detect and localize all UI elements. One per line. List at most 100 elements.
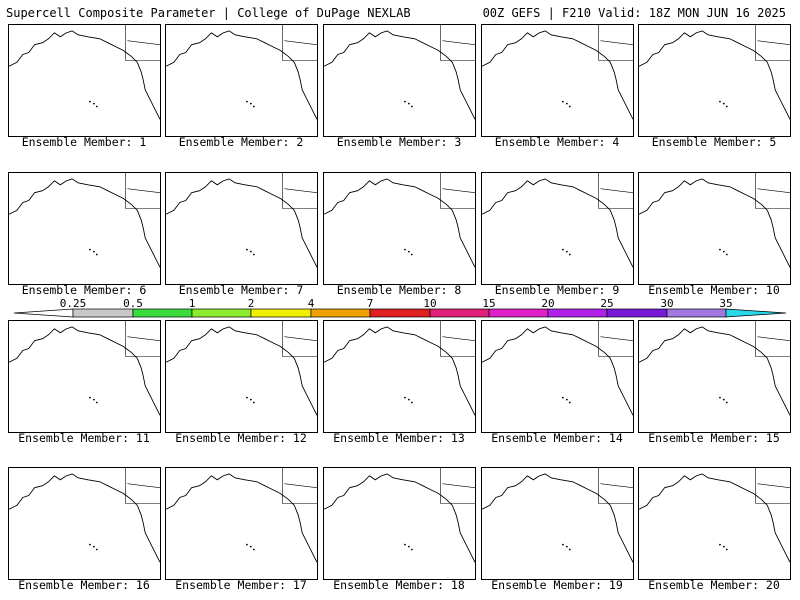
boundary-line bbox=[282, 173, 317, 209]
color-scale-tick-label: 10 bbox=[423, 297, 437, 310]
island bbox=[252, 253, 255, 256]
color-scale-tick-label: 7 bbox=[366, 297, 374, 310]
boundary-line bbox=[127, 188, 160, 193]
coastline bbox=[324, 178, 388, 215]
coastline bbox=[166, 326, 230, 363]
island bbox=[407, 250, 410, 253]
color-scale-segment bbox=[488, 308, 549, 318]
coastline bbox=[639, 326, 703, 363]
color-scale-tick-label: 15 bbox=[482, 297, 496, 310]
ensemble-member-label: Ensemble Member: 18 bbox=[333, 578, 465, 592]
color-scale-tick-label: 1 bbox=[188, 297, 196, 310]
boundary-line bbox=[282, 468, 317, 504]
ensemble-member-map bbox=[638, 320, 791, 433]
boundary-line bbox=[598, 25, 633, 61]
island bbox=[719, 543, 721, 546]
coastline bbox=[71, 30, 138, 63]
island bbox=[719, 100, 721, 103]
ensemble-member-label: Ensemble Member: 4 bbox=[494, 135, 620, 149]
boundary-line bbox=[442, 336, 475, 341]
color-scale-segment bbox=[606, 308, 668, 318]
coastline bbox=[544, 473, 611, 506]
coastline bbox=[451, 210, 475, 268]
coastline bbox=[609, 62, 633, 120]
coastline bbox=[228, 473, 295, 506]
island bbox=[725, 548, 728, 551]
island bbox=[722, 545, 725, 548]
coastline bbox=[166, 178, 230, 215]
boundary-line bbox=[755, 25, 790, 61]
island bbox=[89, 396, 91, 399]
island bbox=[95, 105, 98, 108]
island bbox=[246, 543, 248, 546]
title-right: 00Z GEFS | F210 Valid: 18Z MON JUN 16 20… bbox=[482, 6, 786, 20]
island bbox=[725, 253, 728, 256]
ensemble-member-map bbox=[638, 172, 791, 285]
color-scale-tick-label: 0.5 bbox=[123, 297, 143, 310]
coastline bbox=[451, 358, 475, 416]
ensemble-member-label: Ensemble Member: 8 bbox=[336, 283, 462, 297]
coastline bbox=[136, 62, 160, 120]
ensemble-member-map bbox=[8, 320, 161, 433]
coastline bbox=[293, 358, 317, 416]
boundary-line bbox=[598, 468, 633, 504]
title-left: Supercell Composite Parameter | College … bbox=[6, 6, 411, 20]
ensemble-member-map bbox=[165, 172, 318, 285]
island bbox=[722, 102, 725, 105]
coastline bbox=[701, 473, 768, 506]
map-outline bbox=[639, 173, 790, 268]
ensemble-member-map bbox=[165, 24, 318, 137]
boundary-line bbox=[284, 40, 317, 45]
map-outline bbox=[482, 321, 633, 416]
ensemble-member-map bbox=[165, 320, 318, 433]
island bbox=[719, 248, 721, 251]
coastline bbox=[766, 505, 790, 563]
coastline bbox=[482, 326, 546, 363]
ensemble-member-label: Ensemble Member: 15 bbox=[648, 431, 780, 445]
ensemble-member-label: Ensemble Member: 19 bbox=[491, 578, 623, 592]
island bbox=[92, 545, 95, 548]
ensemble-member-label: Ensemble Member: 6 bbox=[21, 283, 147, 297]
island bbox=[252, 401, 255, 404]
boundary-line bbox=[440, 173, 475, 209]
island bbox=[410, 105, 413, 108]
ensemble-member-label: Ensemble Member: 3 bbox=[336, 135, 462, 149]
coastline bbox=[544, 326, 611, 359]
island bbox=[249, 545, 252, 548]
boundary-line bbox=[442, 40, 475, 45]
boundary-line bbox=[755, 173, 790, 209]
coastline bbox=[136, 505, 160, 563]
ensemble-member-map bbox=[323, 467, 476, 580]
ensemble-member-map bbox=[638, 467, 791, 580]
coastline bbox=[136, 358, 160, 416]
island bbox=[410, 401, 413, 404]
map-outline bbox=[324, 173, 475, 268]
map-outline bbox=[324, 468, 475, 563]
coastline bbox=[482, 30, 546, 67]
ensemble-member-map bbox=[323, 320, 476, 433]
island bbox=[407, 545, 410, 548]
island bbox=[568, 253, 571, 256]
boundary-line bbox=[598, 321, 633, 357]
ensemble-member-label: Ensemble Member: 2 bbox=[178, 135, 304, 149]
island bbox=[562, 543, 564, 546]
ensemble-member-label: Ensemble Member: 9 bbox=[494, 283, 620, 297]
island bbox=[565, 102, 568, 105]
coastline bbox=[544, 30, 611, 63]
ensemble-member-label: Ensemble Member: 5 bbox=[651, 135, 777, 149]
coastline bbox=[701, 30, 768, 63]
coastline bbox=[324, 30, 388, 67]
coastline bbox=[766, 210, 790, 268]
boundary-line bbox=[440, 321, 475, 357]
island bbox=[246, 396, 248, 399]
island bbox=[568, 105, 571, 108]
coastline bbox=[639, 178, 703, 215]
color-scale-bar bbox=[13, 308, 787, 318]
island bbox=[410, 548, 413, 551]
island bbox=[407, 102, 410, 105]
island bbox=[722, 398, 725, 401]
ensemble-member-label: Ensemble Member: 17 bbox=[175, 578, 307, 592]
map-outline bbox=[482, 25, 633, 120]
color-scale-tick-label: 4 bbox=[307, 297, 315, 310]
map-outline bbox=[482, 173, 633, 268]
